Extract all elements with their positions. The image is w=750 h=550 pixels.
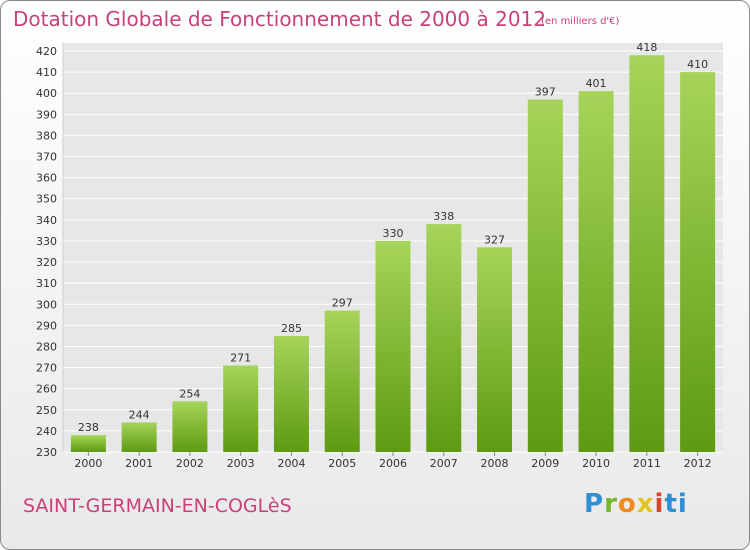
y-tick-label: 270 [36,362,57,375]
y-tick-label: 230 [36,446,57,459]
value-label: 297 [332,297,353,310]
bar-2001 [121,422,157,452]
x-tick-label: 2000 [74,457,102,470]
x-tick-label: 2006 [379,457,407,470]
bar-2003 [223,365,259,452]
logo-letter: i [677,489,688,519]
value-label: 397 [535,86,556,99]
value-label: 254 [179,387,200,400]
x-axis: 2000 2001 2002 2003 2004 2005 2006 2007 2008 2009… [74,452,712,470]
y-tick-label: 380 [36,129,57,142]
bar-2008 [477,247,513,452]
proxiti-logo: Proxiti [584,489,688,519]
value-label: 418 [636,41,657,54]
value-label: 244 [129,408,150,421]
y-tick-label: 400 [36,87,57,100]
x-tick-label: 2010 [582,457,610,470]
y-tick-label: 340 [36,214,57,227]
logo-letter: x [636,489,655,519]
bar-2007 [426,224,462,452]
value-label: 330 [383,227,404,240]
value-label: 410 [687,58,708,71]
value-label: 238 [78,421,99,434]
y-axis: 230 240 250 260 270 280 290 300 310 320 330 340 350 3… [36,43,64,459]
x-tick-label: 2004 [277,457,305,470]
y-tick-label: 310 [36,277,57,290]
logo-letter: i [654,489,665,519]
bar-2011 [629,55,665,452]
bar-2009 [527,99,563,452]
y-tick-label: 300 [36,298,57,311]
city-name: SAINT-GERMAIN-EN-COGLèS [23,495,292,517]
value-label: 401 [586,77,607,90]
logo-letter: r [604,489,618,519]
y-tick-label: 420 [36,45,57,58]
bar-2004 [273,335,309,452]
x-tick-label: 2012 [684,457,712,470]
logo-letter: o [617,489,637,519]
x-tick-label: 2011 [633,457,661,470]
x-tick-label: 2002 [176,457,204,470]
bar-2010 [578,91,614,452]
y-tick-label: 370 [36,151,57,164]
x-tick-label: 2005 [328,457,356,470]
y-tick-label: 280 [36,340,57,353]
bar-2012 [680,72,716,453]
bar-2002 [172,401,208,452]
bars: 238 244 254 271 285 297 330 338 327 397 401 418 410 [70,41,716,453]
x-tick-label: 2008 [481,457,509,470]
y-tick-label: 350 [36,193,57,206]
y-tick-label: 320 [36,256,57,269]
y-tick-label: 410 [36,66,57,79]
y-tick-label: 360 [36,172,57,185]
bar-2005 [324,310,360,452]
bar-2006 [375,240,411,452]
y-tick-label: 290 [36,319,57,332]
y-tick-label: 240 [36,425,57,438]
y-tick-label: 250 [36,404,57,417]
x-tick-label: 2001 [125,457,153,470]
chart-title: Dotation Globale de Fonctionnement de 20… [13,7,546,31]
value-label: 327 [484,233,505,246]
y-tick-label: 330 [36,235,57,248]
value-label: 285 [281,322,302,335]
y-tick-label: 390 [36,108,57,121]
logo-letter: P [584,489,605,519]
x-tick-label: 2009 [531,457,559,470]
bar-2000 [70,435,106,452]
logo-letter: t [664,489,678,519]
value-label: 338 [433,210,454,223]
y-tick-label: 260 [36,383,57,396]
value-label: 271 [230,351,251,364]
x-tick-label: 2003 [227,457,255,470]
chart-subtitle: (en milliers d'€) [541,16,620,27]
x-tick-label: 2007 [430,457,458,470]
